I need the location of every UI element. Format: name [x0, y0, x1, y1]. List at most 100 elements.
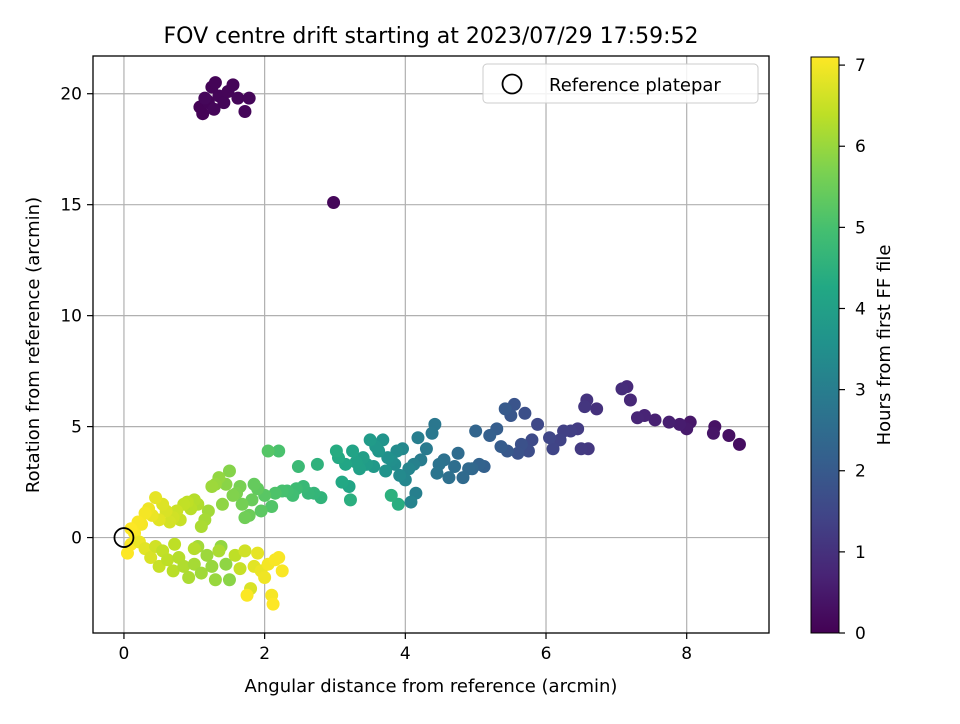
- data-point: [648, 413, 662, 427]
- data-point: [222, 573, 236, 587]
- data-point: [205, 559, 219, 573]
- colorbar-tick-label: 7: [855, 56, 866, 76]
- legend: Reference platepar: [482, 63, 759, 104]
- data-point: [732, 437, 746, 451]
- x-tick-label: 2: [259, 644, 270, 664]
- data-point: [238, 544, 252, 558]
- data-point: [363, 433, 377, 447]
- data-point: [272, 551, 286, 565]
- data-point: [411, 431, 425, 445]
- data-point: [187, 542, 201, 556]
- data-point: [402, 462, 416, 476]
- data-point: [430, 466, 444, 480]
- reference-marker: [113, 527, 135, 548]
- x-tick-label: 4: [400, 644, 411, 664]
- data-point: [166, 564, 180, 578]
- data-point: [208, 573, 222, 587]
- data-point: [623, 393, 637, 407]
- data-point: [238, 104, 252, 118]
- data-point: [240, 588, 254, 602]
- data-point: [168, 537, 182, 551]
- data-point: [425, 426, 439, 440]
- colorbar-tick-label: 6: [855, 137, 866, 157]
- data-point: [291, 460, 305, 474]
- data-point: [662, 415, 676, 429]
- data-point: [251, 546, 265, 560]
- data-point: [335, 475, 349, 489]
- data-point: [673, 417, 687, 431]
- data-point: [268, 486, 282, 500]
- data-points: [120, 76, 746, 611]
- data-point: [212, 544, 226, 558]
- data-point: [442, 471, 456, 485]
- data-point: [343, 493, 357, 507]
- x-axis: 0 2 4 6 8: [119, 633, 692, 664]
- data-point: [543, 431, 557, 445]
- data-point: [404, 495, 418, 509]
- data-point: [265, 500, 279, 514]
- data-point: [494, 440, 508, 454]
- y-tick-label: 10: [60, 307, 82, 327]
- data-point: [393, 468, 407, 482]
- colorbar-tick-label: 4: [855, 299, 866, 319]
- data-point: [215, 497, 229, 511]
- data-point: [226, 78, 240, 92]
- data-point: [448, 460, 462, 474]
- data-point: [233, 562, 247, 576]
- colorbar-tick-label: 5: [855, 218, 866, 238]
- data-point: [187, 557, 201, 571]
- data-point: [630, 411, 644, 425]
- data-point: [228, 548, 242, 562]
- colorbar-tick-label: 2: [855, 462, 866, 482]
- y-tick-label: 20: [60, 85, 82, 105]
- data-point: [381, 451, 395, 465]
- data-point: [254, 504, 268, 518]
- colorbar-tick-label: 1: [855, 543, 866, 563]
- legend-label: Reference platepar: [549, 75, 721, 96]
- data-point: [456, 471, 470, 485]
- data-point: [200, 548, 214, 562]
- data-point: [194, 566, 208, 580]
- data-point: [194, 519, 208, 533]
- data-point: [469, 424, 483, 438]
- y-axis-label: Rotation from reference (arcmin): [23, 197, 44, 493]
- data-point: [451, 446, 465, 460]
- data-point: [384, 488, 398, 502]
- data-point: [149, 491, 163, 505]
- y-tick-label: 5: [71, 418, 82, 438]
- data-point: [722, 428, 736, 442]
- data-point: [235, 497, 249, 511]
- data-point: [161, 553, 175, 567]
- data-point: [329, 444, 343, 458]
- y-axis: 0 5 10 15 20: [60, 85, 93, 549]
- data-point: [247, 477, 261, 491]
- y-tick-label: 15: [60, 196, 82, 216]
- legend-marker-icon: [501, 73, 523, 95]
- data-point: [222, 464, 236, 478]
- data-point: [553, 433, 567, 447]
- colorbar-label: Hours from first FF file: [874, 245, 895, 446]
- data-point: [310, 457, 324, 471]
- data-point: [120, 546, 134, 560]
- colorbar-tick-label: 0: [855, 624, 866, 644]
- plot-frame: [92, 55, 770, 634]
- data-point: [391, 497, 405, 511]
- data-point: [272, 444, 286, 458]
- data-point: [231, 91, 245, 105]
- data-point: [615, 382, 629, 396]
- data-point: [198, 91, 212, 105]
- data-point: [207, 102, 221, 116]
- data-point: [518, 406, 532, 420]
- chart-title: FOV centre drift starting at 2023/07/29 …: [164, 24, 699, 49]
- data-point: [346, 444, 360, 458]
- data-point: [163, 515, 177, 529]
- x-tick-label: 6: [541, 644, 552, 664]
- data-point: [238, 511, 252, 525]
- data-point: [525, 433, 539, 447]
- data-point: [706, 426, 720, 440]
- data-point: [498, 402, 512, 416]
- colorbar: 0 1 2 3 4 5 6 7 Hours from first FF file: [810, 56, 895, 644]
- data-point: [242, 91, 256, 105]
- data-point: [144, 551, 158, 565]
